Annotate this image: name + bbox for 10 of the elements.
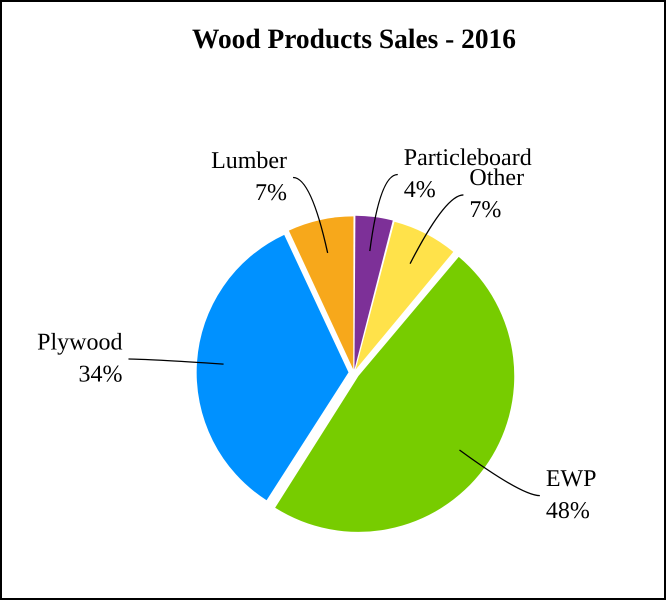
slice-label: Other	[469, 165, 524, 192]
slice-label: Plywood	[37, 329, 122, 356]
data-label: 7%	[255, 180, 288, 206]
data-label: 4%	[404, 176, 436, 203]
slice-label: Lumber	[211, 148, 288, 174]
slice-label: EWP	[546, 466, 597, 492]
data-label: 34%	[78, 361, 122, 388]
data-label: 7%	[469, 197, 502, 224]
chart-title: Wood Products Sales - 2016	[192, 22, 516, 54]
data-label: 48%	[546, 498, 590, 524]
